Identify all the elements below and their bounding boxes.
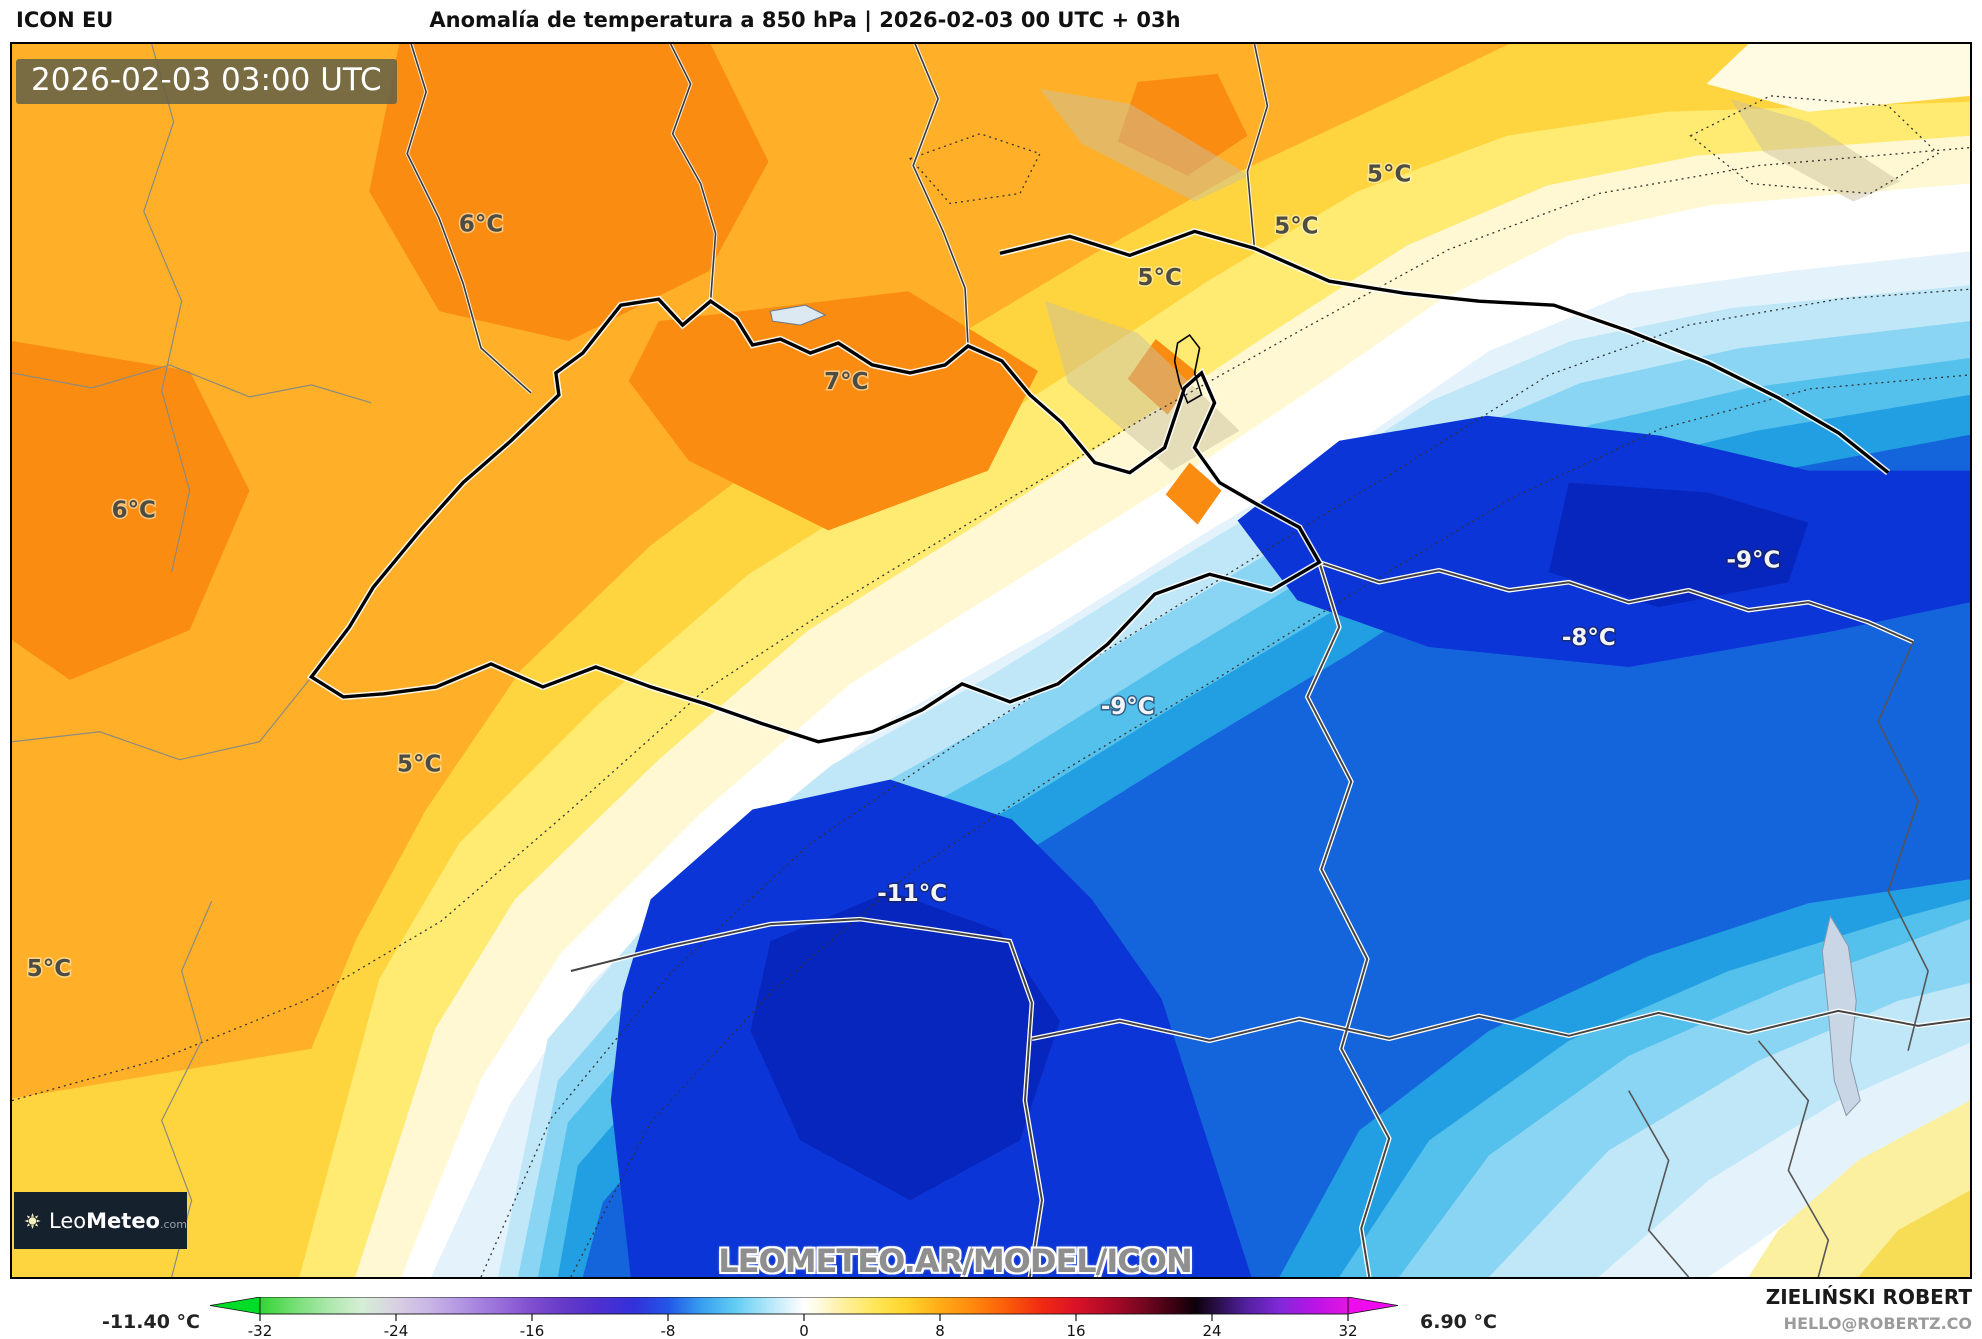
leometeo-logo: LeoMeteo.com bbox=[14, 1192, 187, 1249]
credit-name: ZIELIŃSKI ROBERT bbox=[1765, 1285, 1972, 1309]
temp-label: -9°C bbox=[1727, 547, 1781, 573]
corner-warm-patches bbox=[1748, 1100, 1970, 1277]
coldest-core bbox=[1548, 482, 1809, 608]
border-line bbox=[1306, 562, 1391, 1277]
temp-label: -11°C bbox=[877, 881, 947, 907]
model-name: ICON EU bbox=[16, 8, 114, 32]
border-line bbox=[1246, 44, 1269, 249]
temp-label: 5°C bbox=[1274, 213, 1318, 239]
dashed-contours bbox=[12, 95, 1970, 1277]
warm-core bbox=[628, 291, 1038, 531]
terrain-streak bbox=[1044, 301, 1240, 471]
temp-label: 5°C bbox=[397, 752, 441, 778]
timestamp-badge: 2026-02-03 03:00 UTC bbox=[16, 59, 397, 104]
border-line bbox=[12, 676, 312, 761]
tick-label: 24 bbox=[1202, 1322, 1221, 1339]
colorbar-gradient bbox=[259, 1297, 1349, 1315]
dashed-contour bbox=[480, 288, 1970, 1277]
page-title: Anomalía de temperatura a 850 hPa | 2026… bbox=[429, 8, 1181, 32]
tick-label: -32 bbox=[248, 1322, 273, 1339]
colorbar-arrow-left bbox=[209, 1297, 261, 1315]
tick-label: -16 bbox=[520, 1322, 545, 1339]
tick-label: -8 bbox=[661, 1322, 676, 1339]
map-canvas: 6°C 7°C 5°C 5°C 5°C 6°C 5°C 5°C -9°C -8°C -9°C -11°… bbox=[12, 44, 1970, 1277]
credit-email: HELLO@ROBERTZ.CO bbox=[1783, 1314, 1972, 1333]
border-line bbox=[1319, 561, 1914, 643]
weather-map: 6°C 7°C 5°C 5°C 5°C 6°C 5°C 5°C -9°C -8°C -9°C -11°… bbox=[10, 42, 1972, 1280]
terrain-streak bbox=[1039, 88, 1250, 202]
contour-band bbox=[12, 44, 1509, 1099]
map-labels: 6°C 7°C 5°C 5°C 5°C 6°C 5°C 5°C -9°C -8°C -9°C -11°… bbox=[25, 160, 1782, 983]
warm-core bbox=[12, 341, 250, 680]
temp-label: 6°C bbox=[112, 497, 156, 523]
border-line bbox=[570, 918, 1043, 1277]
footer-bar: -11.40 °C -32 -24 -16 -8 0 8 16 24 32 6.90 °C ZI… bbox=[0, 1279, 1982, 1339]
temp-label: 6°C bbox=[459, 211, 503, 237]
scale-max-label: 6.90 °C bbox=[1420, 1311, 1497, 1333]
regional-borders-faint bbox=[12, 44, 372, 1277]
regional-borders-cased bbox=[570, 560, 1970, 1277]
temp-label: -8°C bbox=[1562, 625, 1616, 651]
border-line bbox=[669, 44, 717, 302]
tick-label: 8 bbox=[935, 1322, 945, 1339]
tick-label: 0 bbox=[799, 1322, 809, 1339]
tick-label: -24 bbox=[384, 1322, 409, 1339]
pale-patch bbox=[1706, 44, 1970, 112]
lake-constance bbox=[769, 304, 827, 326]
dashed-contour bbox=[1689, 95, 1940, 195]
warm-core bbox=[1165, 462, 1222, 525]
temp-label: 7°C bbox=[824, 369, 868, 395]
colorbar: -32 -24 -16 -8 0 8 16 24 32 bbox=[209, 1297, 1399, 1339]
national-borders-thick bbox=[306, 228, 1891, 746]
temp-label: 5°C bbox=[27, 956, 71, 982]
border-line bbox=[406, 44, 532, 394]
temp-label: -9°C bbox=[1101, 694, 1155, 720]
national-borders-thin bbox=[405, 44, 1270, 395]
border-line bbox=[12, 364, 372, 404]
tick-label: 32 bbox=[1338, 1322, 1357, 1339]
header-bar: ICON EU Anomalía de temperatura a 850 hP… bbox=[0, 0, 1982, 42]
border-austria bbox=[999, 229, 1890, 474]
border-line bbox=[1877, 641, 1929, 1051]
border-line bbox=[143, 44, 191, 573]
warm-bands bbox=[12, 44, 1970, 1277]
temp-label: 5°C bbox=[1367, 162, 1411, 188]
terrain-streak bbox=[1730, 98, 1901, 202]
temp-label: 5°C bbox=[1138, 265, 1182, 291]
colorbar-arrow-right bbox=[1347, 1297, 1399, 1315]
colorbar-ticks: -32 -24 -16 -8 0 8 16 24 32 bbox=[248, 1314, 1358, 1339]
dashed-contour bbox=[570, 374, 1970, 1277]
coldest-core bbox=[750, 891, 1060, 1201]
sun-icon bbox=[24, 1212, 41, 1229]
watermark: LEOMETEO.AR/MODEL/ICON bbox=[718, 1242, 1193, 1280]
terrain-shading bbox=[1039, 88, 1901, 471]
dashed-contour bbox=[909, 133, 1041, 205]
border-line bbox=[1628, 1090, 1690, 1277]
border-line bbox=[1757, 1040, 1830, 1277]
border-line bbox=[161, 900, 213, 1277]
tick-label: 16 bbox=[1066, 1322, 1085, 1339]
border-line bbox=[1031, 1009, 1970, 1042]
border-line bbox=[912, 44, 969, 347]
pale-patch bbox=[1858, 1190, 1970, 1277]
logo-tld: .com bbox=[160, 1217, 187, 1231]
lake-garda bbox=[1821, 914, 1861, 1117]
warm-core bbox=[369, 44, 769, 342]
logo-meteo: Meteo bbox=[86, 1208, 160, 1233]
logo-leo: Leo bbox=[49, 1208, 87, 1233]
scale-min-label: -11.40 °C bbox=[101, 1311, 200, 1333]
border-liechtenstein bbox=[1173, 333, 1203, 404]
logo-text: LeoMeteo.com bbox=[49, 1209, 187, 1233]
border-switzerland bbox=[308, 297, 1322, 744]
lakes bbox=[769, 304, 1861, 1117]
